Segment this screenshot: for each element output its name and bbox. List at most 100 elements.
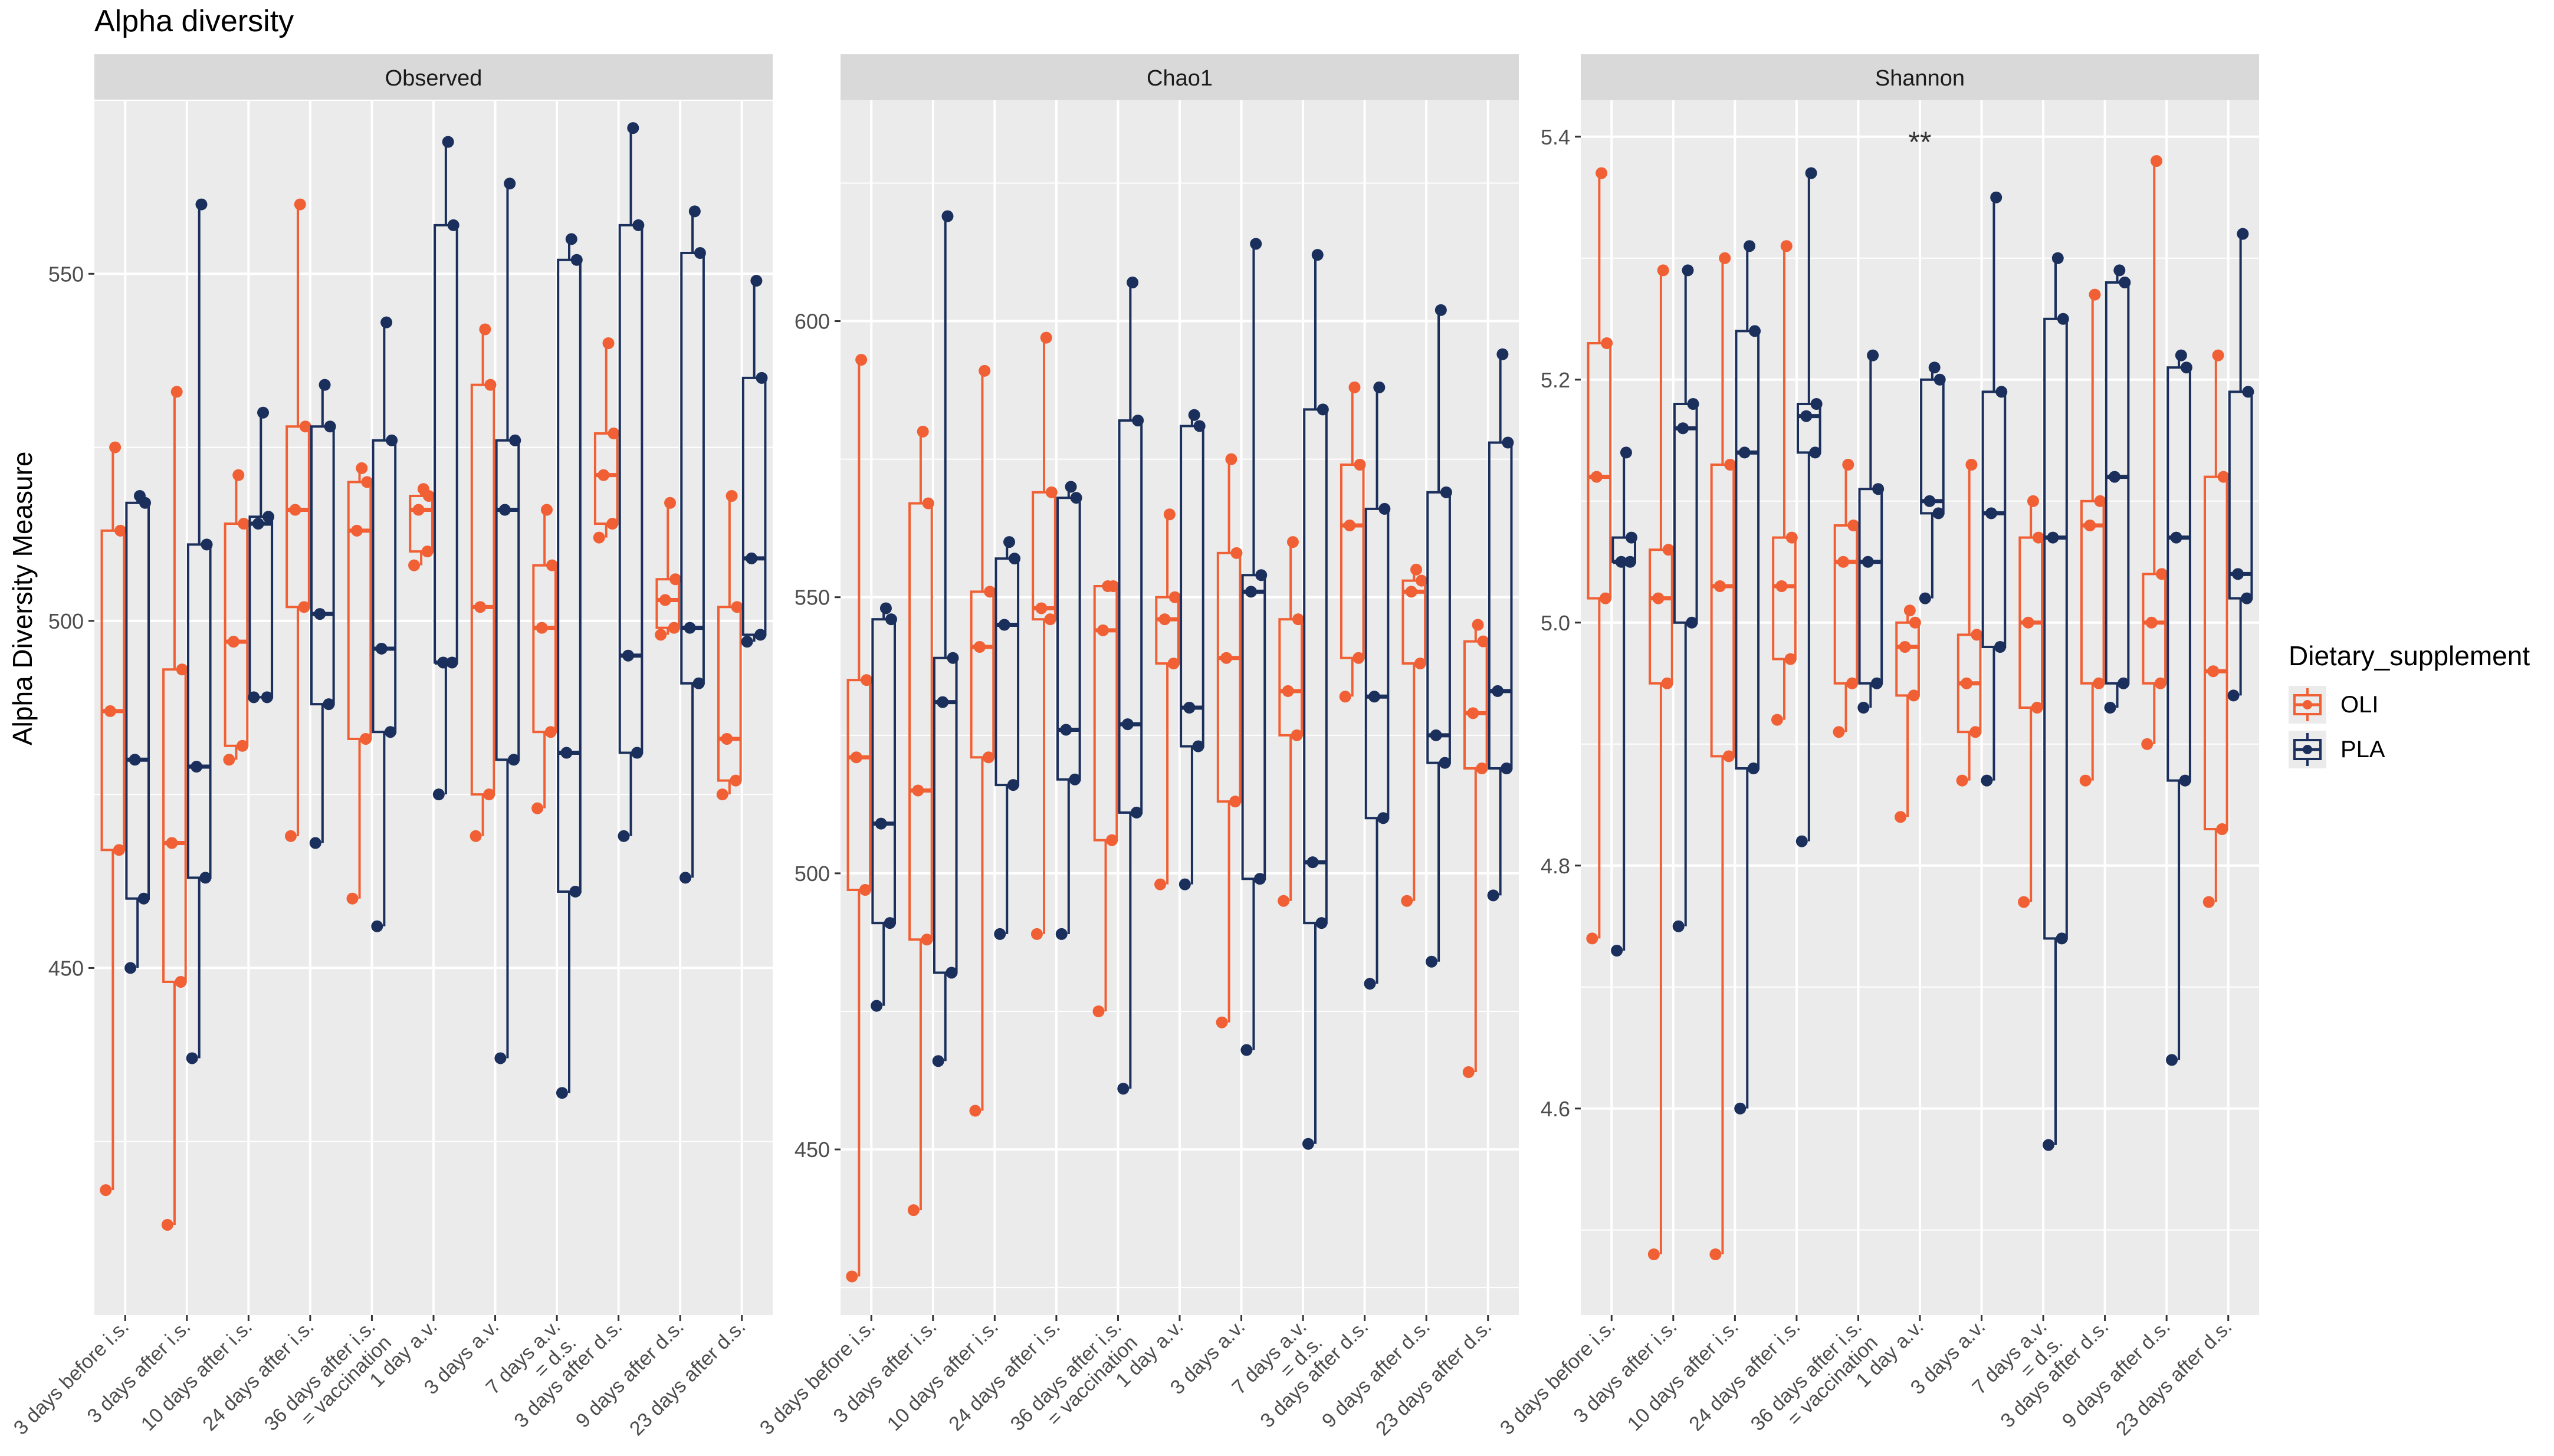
data-point <box>593 531 605 544</box>
box-pla <box>2227 228 2254 702</box>
data-point <box>2141 738 2153 750</box>
data-point <box>1985 507 1997 520</box>
data-point <box>1862 556 1874 568</box>
box-iqr <box>557 258 582 893</box>
data-point <box>1899 641 1911 653</box>
data-point <box>2109 471 2121 483</box>
data-point <box>351 524 363 537</box>
data-point <box>1903 604 1916 617</box>
data-point <box>1167 658 1180 670</box>
data-point <box>2084 520 2096 531</box>
data-point <box>309 837 321 849</box>
box-pla <box>1795 167 1823 847</box>
data-point <box>114 524 127 537</box>
y-tick-label: 600 <box>795 310 830 334</box>
data-point <box>2057 313 2069 325</box>
data-point <box>289 504 301 516</box>
data-point <box>1995 386 2008 398</box>
box-iqr <box>1797 403 1821 454</box>
data-point <box>1373 381 1386 393</box>
box-oli <box>1030 331 1058 940</box>
data-point <box>1401 895 1413 907</box>
data-point <box>1440 486 1452 498</box>
data-point <box>2145 616 2158 629</box>
box-iqr <box>1340 464 1365 659</box>
box-oli <box>1278 536 1304 907</box>
box-iqr <box>2142 573 2167 685</box>
x-tick-label: 10 days after i.s. <box>1623 1316 1743 1435</box>
box-iqr <box>186 543 212 879</box>
data-point <box>627 122 639 134</box>
figure-title: Alpha diversity <box>94 4 294 38</box>
data-point <box>507 754 520 766</box>
legend-label-oli: OLI <box>2340 691 2379 718</box>
data-point <box>1933 373 1946 386</box>
data-point <box>2094 495 2106 507</box>
box-iqr <box>846 679 872 891</box>
data-point <box>2104 702 2116 714</box>
box-iqr <box>680 251 705 685</box>
box-iqr <box>162 668 187 983</box>
data-point <box>446 656 458 669</box>
data-point <box>248 691 260 704</box>
box-pla <box>432 136 459 801</box>
data-point <box>1117 1083 1130 1095</box>
data-point <box>1416 574 1428 587</box>
significance-annotation: ** <box>1909 126 1932 159</box>
x-tick-label: 9 days after d.s. <box>2058 1316 2175 1432</box>
data-point <box>1220 652 1233 664</box>
data-point <box>356 462 368 474</box>
data-point <box>299 420 311 433</box>
box-iqr <box>2043 317 2068 940</box>
data-point <box>360 732 372 745</box>
data-point <box>1378 502 1391 515</box>
box-pla <box>1302 249 1329 1150</box>
data-point <box>199 872 212 884</box>
data-point <box>741 636 753 648</box>
data-point <box>602 337 615 349</box>
box-oli <box>716 489 743 801</box>
data-point <box>1414 658 1426 670</box>
x-tick-label: 23 days after d.s. <box>625 1316 750 1440</box>
data-point <box>1971 629 1983 641</box>
box-iqr <box>1833 524 1859 685</box>
data-point <box>1624 556 1636 568</box>
box-iqr <box>1032 491 1056 621</box>
box-oli <box>470 323 497 842</box>
box-pla <box>1055 481 1082 940</box>
data-point <box>2170 531 2182 544</box>
box-oli <box>1586 167 1613 945</box>
data-point <box>998 619 1010 631</box>
data-point <box>129 754 141 766</box>
data-point <box>1092 1005 1105 1017</box>
data-point <box>2166 1054 2178 1066</box>
facet-title: Observed <box>385 66 482 91</box>
data-point <box>161 1218 173 1231</box>
data-point <box>2031 702 2043 714</box>
box-iqr <box>871 618 897 925</box>
data-point <box>236 739 248 752</box>
box-pla <box>186 198 213 1064</box>
data-point <box>569 885 582 898</box>
data-point <box>2032 531 2044 544</box>
data-point <box>1230 547 1243 559</box>
x-tick-label: 10 days after i.s. <box>137 1316 257 1435</box>
data-point <box>946 967 958 979</box>
data-point <box>1245 586 1257 598</box>
box-iqr <box>1463 640 1488 770</box>
data-point <box>969 1105 981 1117</box>
data-point <box>1677 422 1689 435</box>
facet-strip <box>94 54 773 100</box>
data-point <box>375 642 388 655</box>
data-point <box>2154 677 2166 689</box>
data-point <box>1709 1248 1722 1260</box>
data-point <box>982 751 994 764</box>
box-pla <box>618 122 645 842</box>
data-point <box>1352 652 1365 664</box>
box-oli <box>100 441 127 1197</box>
box-iqr <box>2204 475 2228 830</box>
box-oli <box>1154 508 1181 890</box>
facet-title: Shannon <box>1875 66 1965 91</box>
data-point <box>1805 167 1817 179</box>
data-point <box>2216 823 2228 835</box>
